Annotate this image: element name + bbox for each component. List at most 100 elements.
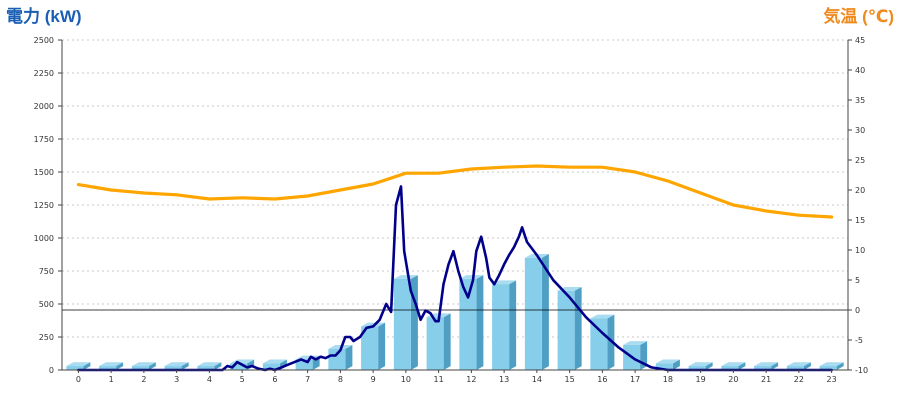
bar-13	[492, 280, 517, 370]
bar-front	[786, 366, 804, 370]
x-tick-label: 2	[141, 375, 146, 384]
left-tick-label: 1000	[34, 234, 54, 243]
bar-side	[83, 362, 91, 370]
left-tick-label: 500	[39, 300, 54, 309]
bar-top	[754, 362, 779, 367]
bar-side	[738, 362, 746, 370]
bar-side	[672, 359, 680, 370]
bar-side	[116, 362, 124, 370]
right-tick-label: 10	[855, 246, 865, 255]
x-tick-label: 12	[466, 375, 476, 384]
bar-0	[66, 362, 91, 370]
bar-1	[99, 362, 124, 370]
x-tick-label: 22	[794, 375, 804, 384]
bar-front	[754, 366, 772, 370]
bar-front	[328, 348, 346, 370]
bar-top	[393, 275, 418, 279]
x-tick-label: 0	[76, 375, 81, 384]
left-tick-label: 2000	[34, 102, 54, 111]
bar-top	[623, 341, 648, 345]
bar-side	[803, 362, 811, 370]
bar-top	[99, 362, 124, 367]
lines-layer	[62, 164, 848, 372]
bar-front	[819, 366, 837, 370]
bar-top	[688, 362, 713, 367]
left-tick-label: 1250	[34, 201, 54, 210]
bar-top	[492, 280, 517, 285]
bar-side	[148, 362, 156, 370]
bar-side	[181, 362, 189, 370]
bar-side	[509, 280, 517, 370]
bar-21	[754, 362, 779, 370]
bar-4	[197, 362, 222, 370]
bar-side	[705, 362, 713, 370]
bar-front	[262, 363, 280, 370]
x-tick-label: 21	[761, 375, 771, 384]
bar-12	[459, 275, 484, 370]
right-tick-label: 15	[855, 216, 865, 225]
x-tick-label: 6	[272, 375, 277, 384]
left-tick-label: 250	[39, 333, 54, 342]
bar-top	[819, 362, 844, 367]
bar-front	[557, 290, 575, 370]
bar-16	[590, 314, 615, 370]
right-tick-label: 35	[855, 96, 865, 105]
axes-layer	[58, 39, 852, 373]
right-axis-title: 気温 (℃)	[822, 6, 894, 26]
left-tick-label: 2250	[34, 69, 54, 78]
x-tick-label: 14	[532, 375, 542, 384]
bars-layer	[66, 253, 844, 370]
bar-11	[426, 313, 451, 370]
right-tick-label: 45	[855, 36, 865, 45]
bar-front	[655, 363, 673, 370]
bar-front	[197, 366, 215, 370]
right-tick-label: 25	[855, 156, 865, 165]
left-tick-label: 0	[49, 366, 54, 375]
left-tick-label: 2500	[34, 36, 54, 45]
bar-side	[345, 345, 353, 370]
x-tick-label: 11	[434, 375, 444, 384]
right-tick-label: 20	[855, 186, 865, 195]
x-tick-label: 18	[663, 375, 673, 384]
bar-9	[361, 322, 386, 370]
bar-top	[459, 275, 484, 279]
ticks-layer: 02505007501000125015001750200022502500-1…	[34, 36, 868, 384]
bar-19	[688, 362, 713, 370]
bar-top	[131, 362, 156, 367]
bar-front	[131, 366, 149, 370]
bar-20	[721, 362, 746, 370]
bar-17	[623, 341, 648, 370]
x-tick-label: 10	[401, 375, 411, 384]
bar-3	[164, 362, 189, 370]
right-tick-label: 5	[855, 276, 860, 285]
x-tick-label: 4	[207, 375, 212, 384]
x-tick-label: 5	[240, 375, 245, 384]
x-tick-label: 13	[499, 375, 509, 384]
x-tick-label: 16	[597, 375, 607, 384]
bar-side	[214, 362, 222, 370]
bar-side	[378, 322, 386, 370]
bar-side	[607, 314, 615, 370]
bar-18	[655, 359, 680, 370]
bar-15	[557, 286, 582, 370]
bar-front	[164, 366, 182, 370]
bar-top	[655, 359, 680, 364]
bar-top	[66, 362, 91, 367]
x-tick-label: 20	[728, 375, 738, 384]
left-tick-label: 750	[39, 267, 54, 276]
x-tick-label: 8	[338, 375, 343, 384]
bar-side	[771, 362, 779, 370]
x-tick-label: 19	[696, 375, 706, 384]
bar-side	[443, 313, 451, 370]
bar-side	[836, 362, 844, 370]
bar-front	[688, 366, 706, 370]
bar-22	[786, 362, 811, 370]
bar-front	[393, 278, 411, 370]
right-tick-label: -5	[855, 336, 863, 345]
bar-front	[426, 317, 444, 370]
left-tick-label: 1750	[34, 135, 54, 144]
x-tick-label: 9	[371, 375, 376, 384]
bar-10	[393, 275, 418, 370]
power-line	[77, 185, 833, 372]
